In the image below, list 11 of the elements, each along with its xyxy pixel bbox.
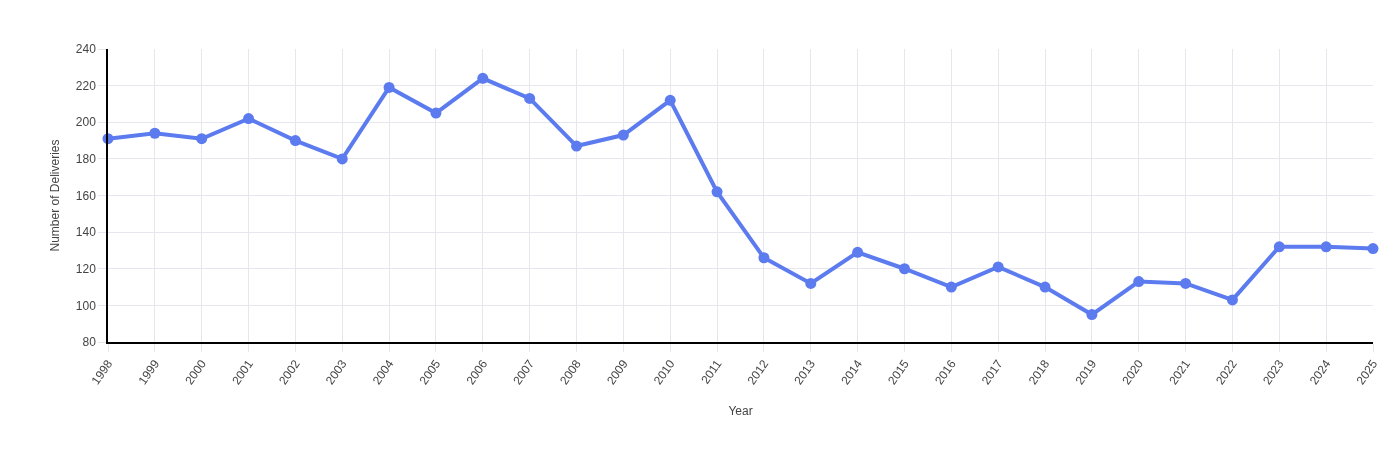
point [430,107,442,119]
y-tick-label: 220 [75,78,97,93]
point [617,129,629,141]
point [524,92,536,104]
point [243,113,255,125]
y-tick-label: 240 [75,42,97,57]
point [477,72,489,84]
point [149,127,161,139]
point [664,94,676,106]
point [383,81,395,93]
y-tick-label: 200 [75,115,97,130]
